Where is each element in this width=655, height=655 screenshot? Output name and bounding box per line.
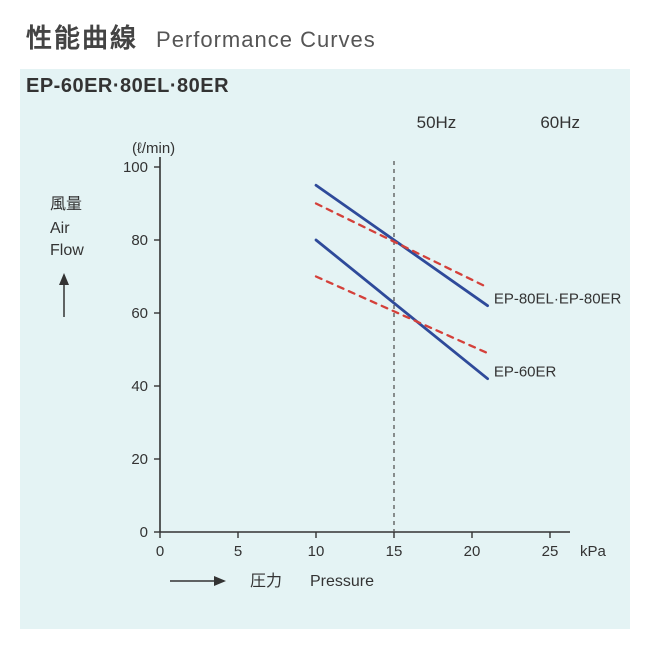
svg-text:20: 20 (131, 451, 148, 468)
svg-text:Flow: Flow (50, 242, 84, 259)
svg-text:80: 80 (131, 232, 148, 249)
svg-text:15: 15 (386, 543, 403, 560)
svg-text:(ℓ/min): (ℓ/min) (132, 140, 175, 157)
chart-panel: EP-60ER·80EL·80ER 50Hz 60Hz 051015202502… (20, 69, 630, 629)
svg-text:0: 0 (140, 524, 148, 541)
svg-text:25: 25 (542, 543, 559, 560)
svg-text:圧力: 圧力 (250, 572, 282, 590)
svg-text:100: 100 (123, 159, 148, 176)
svg-text:EP-60ER: EP-60ER (494, 363, 557, 380)
svg-text:5: 5 (234, 543, 242, 560)
svg-text:60: 60 (131, 305, 148, 322)
svg-text:kPa: kPa (580, 543, 607, 560)
svg-text:10: 10 (308, 543, 325, 560)
svg-text:0: 0 (156, 543, 164, 560)
svg-text:Air: Air (50, 220, 70, 237)
svg-text:風量: 風量 (50, 196, 82, 213)
svg-text:EP-80EL·EP-80ER: EP-80EL·EP-80ER (494, 290, 622, 307)
title-en: Performance Curves (156, 27, 376, 53)
svg-text:20: 20 (464, 543, 481, 560)
svg-text:40: 40 (131, 378, 148, 395)
title-jp: 性能曲線 (26, 18, 138, 55)
performance-chart: 0 5 10 15 20 25 0 20 40 60 80 100 EP-80EL·EP-80ER EP-… (20, 69, 630, 629)
svg-text:Pressure: Pressure (310, 573, 374, 590)
